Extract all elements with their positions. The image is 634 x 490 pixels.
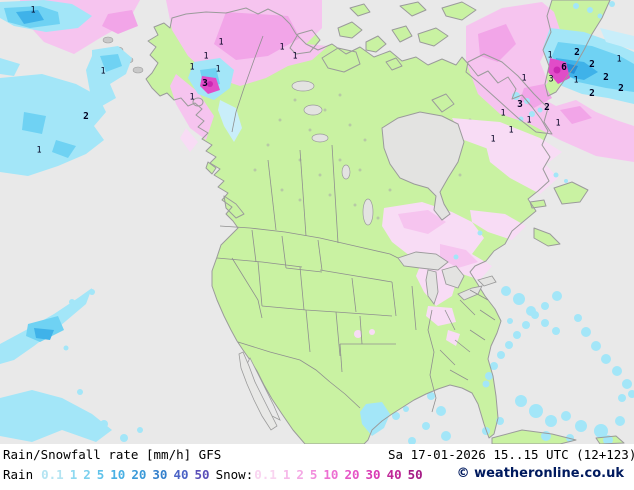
snow-scale-value: 10	[323, 467, 339, 482]
rain-scale-value: 20	[131, 467, 147, 482]
rain-scale-value: 30	[152, 467, 168, 482]
snow-scale: 0.1 1 2 5 10 20 30 40 50	[254, 467, 428, 482]
gulf-of-california	[238, 351, 281, 431]
snow-scale-value: 30	[365, 467, 381, 482]
rain-scale-value: 0.1	[41, 467, 64, 482]
rain-scale-value: 1	[69, 467, 78, 482]
state-borders	[216, 35, 496, 413]
rain-scale-value: 2	[83, 467, 91, 482]
snow-scale-value: 50	[407, 467, 423, 482]
hudson-bay	[381, 111, 465, 221]
snow-scale-value: 40	[386, 467, 402, 482]
rain-scale-label: Rain	[3, 467, 34, 482]
snow-scale-value: 2	[296, 467, 304, 482]
rain-scale-value: 50	[194, 467, 210, 482]
inland-lakes	[291, 80, 374, 226]
map-svg	[0, 0, 634, 444]
great-lakes	[397, 251, 497, 305]
rain-scale-value: 10	[110, 467, 126, 482]
snow-scale-value: 0.1	[254, 467, 277, 482]
snow-scale-value: 1	[282, 467, 291, 482]
snow-scale-value: 5	[309, 467, 318, 482]
map-timestamp: Sa 17-01-2026 15..15 UTC (12+123)	[388, 447, 634, 462]
rain-scale-value: 40	[173, 467, 189, 482]
rain-scale-value: 5	[96, 467, 105, 482]
heavy-snow-spots	[200, 58, 570, 94]
snow-scale-label: Snow:	[215, 467, 254, 482]
baja-peninsula	[238, 351, 278, 431]
legend-line-2: Rain 0.1 1 2 5 10 20 30 40 50 Snow:0.1 1 2 5 10 20 30 40 5…	[3, 467, 634, 484]
map-title: Rain/Snowfall rate [mm/h] GFS	[3, 447, 222, 462]
legend-line-1: Rain/Snowfall rate [mm/h] GFS Sa 17-01-2…	[3, 447, 634, 464]
rain-scale: 0.1 1 2 5 10 20 30 40 50	[41, 467, 215, 482]
snow-scale-value: 20	[344, 467, 360, 482]
copyright-link[interactable]: © weatheronline.co.uk	[456, 466, 624, 481]
legend-bar: Rain/Snowfall rate [mm/h] GFS Sa 17-01-2…	[0, 444, 634, 490]
